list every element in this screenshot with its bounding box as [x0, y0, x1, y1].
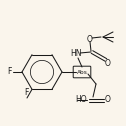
Text: HO: HO [75, 96, 87, 104]
Text: O: O [105, 58, 111, 68]
Text: O: O [105, 96, 111, 104]
Text: Abs: Abs [77, 70, 87, 74]
Text: O: O [87, 35, 93, 43]
Text: F: F [24, 88, 28, 98]
FancyBboxPatch shape [73, 66, 91, 78]
Text: F: F [7, 68, 11, 76]
Text: HN: HN [70, 50, 82, 58]
